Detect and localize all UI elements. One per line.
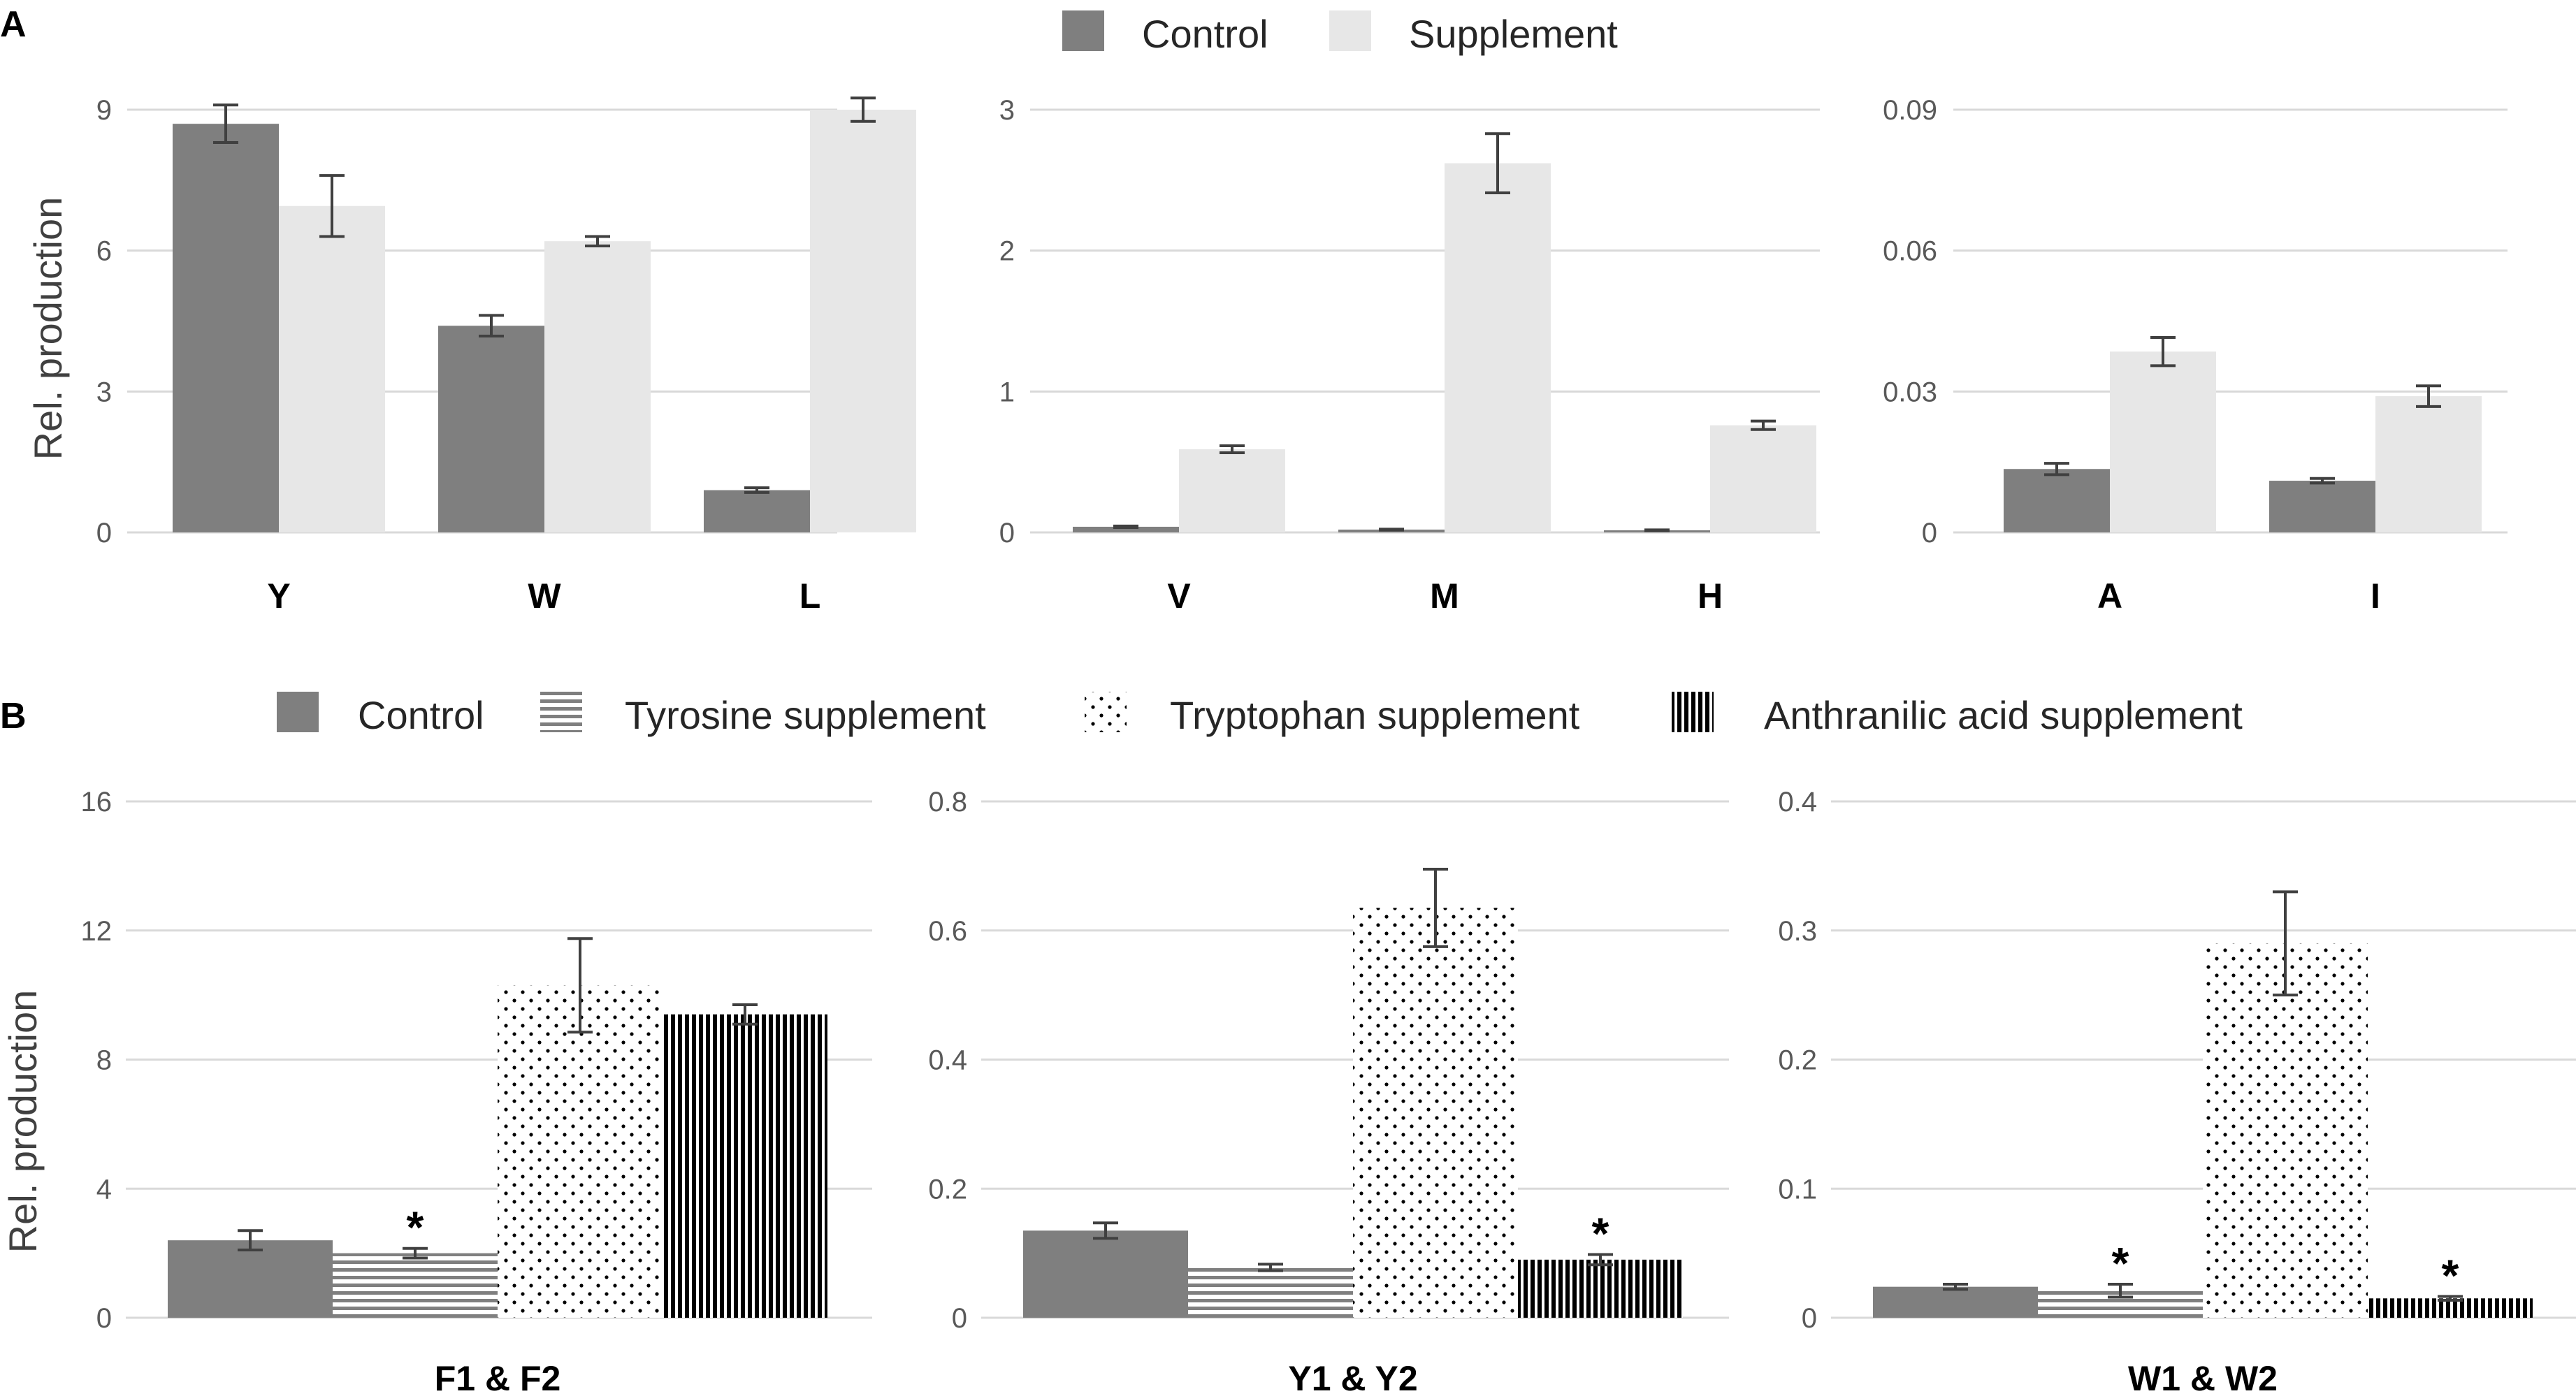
bar <box>1073 526 1179 532</box>
y-tick-label: 0 <box>1922 518 1937 548</box>
y-tick-label: 4 <box>96 1174 112 1205</box>
y-tick-label: 0 <box>999 518 1015 548</box>
bar <box>168 1240 333 1318</box>
bar <box>2110 351 2216 532</box>
legend-label: Control <box>1142 12 1268 56</box>
chart-root: A Rel. production Control Supplement 0 3 6 9 Y W L… <box>0 4 2576 1396</box>
y-tick-label: 0.3 <box>1778 916 1817 947</box>
legend-swatch <box>1672 692 1714 732</box>
bar <box>279 205 385 532</box>
legend-swatch <box>1085 692 1127 732</box>
y-tick-label: 0.03 <box>1883 377 1937 407</box>
significance-star: * <box>2112 1238 2129 1288</box>
y-tick-label: 0 <box>96 1303 112 1334</box>
panel-letter: B <box>0 696 27 736</box>
legend-label: Anthranilic acid supplement <box>1764 693 2243 737</box>
y-tick-label: 6 <box>96 236 112 267</box>
y-tick-label: 0 <box>1802 1303 1817 1334</box>
y-tick-label: 1 <box>999 377 1015 407</box>
bar <box>1353 908 1518 1318</box>
y-tick-label: 0.09 <box>1883 95 1937 126</box>
significance-star: * <box>2442 1251 2459 1301</box>
y-tick-label: 0.2 <box>1778 1045 1817 1076</box>
legend-swatch <box>540 692 582 732</box>
legend-label: Control <box>358 693 484 737</box>
x-category-label: H <box>1698 576 1723 616</box>
bar <box>498 985 663 1318</box>
y-tick-label: 12 <box>81 916 113 947</box>
bar <box>810 110 916 532</box>
y-axis-label: Rel. production <box>26 197 70 460</box>
y-tick-label: 3 <box>999 95 1015 126</box>
y-tick-label: 8 <box>96 1045 112 1076</box>
y-tick-label: 0 <box>952 1303 967 1334</box>
bar <box>173 124 279 532</box>
bar <box>1188 1267 1353 1318</box>
panel-letter: A <box>0 4 27 45</box>
bar <box>1873 1286 2038 1318</box>
y-tick-label: 0 <box>96 518 112 548</box>
y-tick-label: 0.8 <box>928 787 967 817</box>
y-tick-label: 9 <box>96 95 112 126</box>
y-tick-label: 0.4 <box>1778 787 1817 817</box>
x-category-label: M <box>1430 576 1459 616</box>
bar <box>1445 163 1551 533</box>
y-tick-label: 0.4 <box>928 1045 967 1076</box>
legend-label: Supplement <box>1409 12 1618 56</box>
x-category-label: Y1 & Y2 <box>1288 1359 1417 1396</box>
x-category-label: Y <box>267 576 290 616</box>
y-tick-label: 0.2 <box>928 1174 967 1205</box>
significance-star: * <box>1592 1208 1609 1258</box>
significance-star: * <box>407 1202 424 1253</box>
legend-swatch <box>1329 10 1371 51</box>
bar <box>1179 449 1285 532</box>
bar <box>544 241 651 532</box>
y-tick-label: 16 <box>81 787 113 817</box>
y-tick-label: 2 <box>999 236 1015 267</box>
x-category-label: A <box>2097 576 2122 616</box>
bar <box>1518 1259 1683 1318</box>
x-category-label: W1 & W2 <box>2128 1359 2278 1396</box>
y-tick-label: 0.06 <box>1883 236 1937 267</box>
x-category-label: W <box>528 576 561 616</box>
bar <box>1710 425 1816 532</box>
bar <box>333 1253 498 1318</box>
y-tick-label: 3 <box>96 377 112 407</box>
legend-label: Tyrosine supplement <box>625 693 986 737</box>
y-tick-label: 0.1 <box>1778 1174 1817 1205</box>
legend-swatch <box>1062 10 1104 51</box>
bar <box>438 326 544 532</box>
bar <box>704 490 810 532</box>
bar <box>2269 481 2375 532</box>
bar <box>2203 943 2368 1318</box>
y-axis-label: Rel. production <box>1 990 45 1253</box>
legend-label: Tryptophan supplement <box>1170 693 1580 737</box>
x-category-label: L <box>799 576 821 616</box>
x-category-label: I <box>2371 576 2380 616</box>
bar <box>1023 1230 1188 1318</box>
bar <box>663 1014 827 1318</box>
x-category-label: V <box>1167 576 1191 616</box>
x-category-label: F1 & F2 <box>435 1359 561 1396</box>
bar <box>2004 469 2110 532</box>
bar <box>2375 396 2482 532</box>
legend-swatch <box>277 692 319 732</box>
y-tick-label: 0.6 <box>928 916 967 947</box>
